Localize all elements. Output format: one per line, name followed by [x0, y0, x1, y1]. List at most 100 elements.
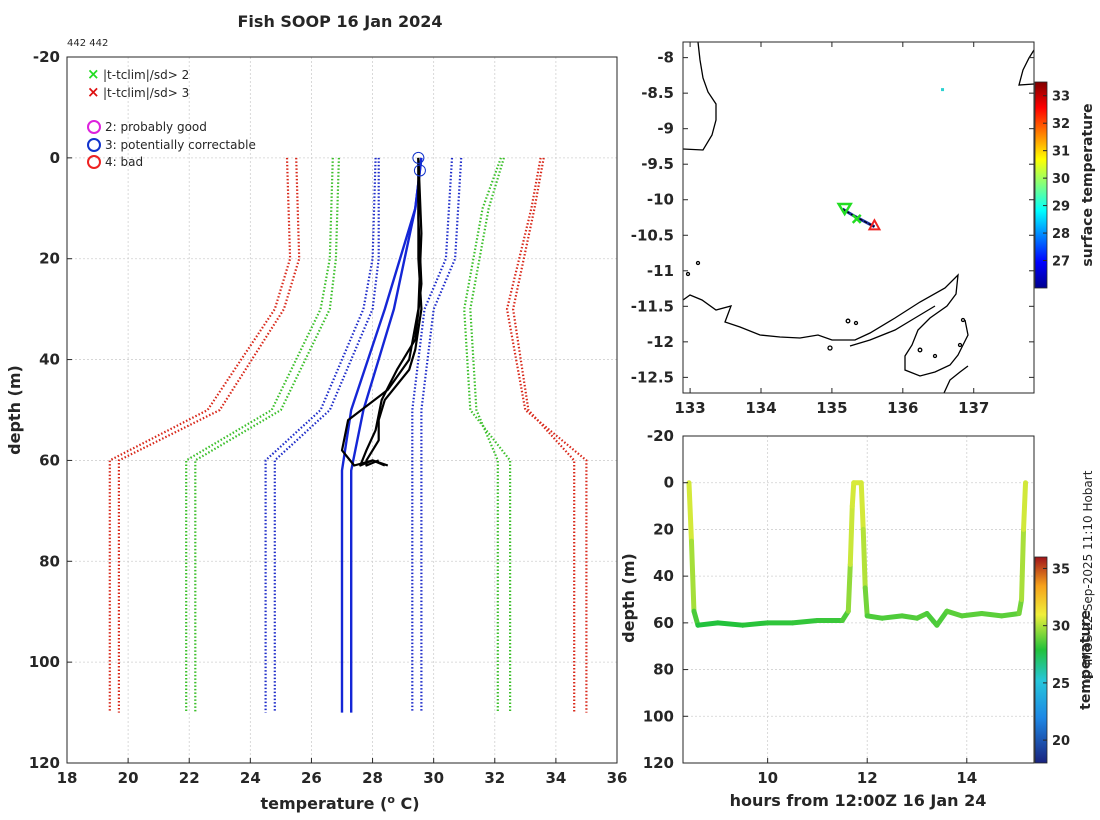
profile-ytick-label: 100 [29, 653, 60, 671]
map-cb-tick-label: 33 [1052, 90, 1070, 105]
dt-trace-segment [688, 538, 697, 614]
coast-south [683, 273, 969, 377]
track-outlier-cross [851, 214, 862, 224]
profile-xlabel: temperature (o C) [260, 793, 419, 813]
map-ytick-label: -12 [647, 333, 674, 351]
legend-label-sd3: |t-tclim|/sd> 3 [103, 86, 189, 100]
profile-xlabel-unit: C) [395, 794, 420, 813]
island-7 [957, 342, 963, 348]
map-ytick-label: -10.5 [631, 226, 674, 244]
clim-line [420, 157, 463, 713]
island-2 [685, 271, 691, 277]
dt-trace-segment [790, 618, 820, 626]
dt-trace-segment [849, 480, 857, 509]
map-colorbar-label: surface temperature [1080, 103, 1096, 266]
profile-xtick-label: 26 [301, 769, 322, 787]
dt-trace-segment [979, 611, 1005, 619]
dt-xtick-label: 14 [956, 769, 977, 787]
figure-title: Fish SOOP 16 Jan 2024 [238, 12, 443, 31]
measured-profile-line [340, 157, 423, 467]
legend-marker-flag4 [87, 155, 101, 169]
map-ytick-label: -12.5 [631, 368, 674, 386]
dt-cb-tick-label: 20 [1052, 734, 1070, 749]
dt-trace-segment [860, 526, 868, 591]
flagged-profile-line [350, 157, 423, 713]
map-ytick-label: -9 [657, 120, 674, 138]
dt-trace-segment [999, 611, 1022, 619]
map-ytick-label: -11 [647, 262, 674, 280]
clim-line [264, 157, 377, 713]
map-cb-tick-label: 29 [1052, 200, 1070, 215]
dt-trace-segment [686, 480, 694, 544]
coast-southeast [943, 365, 969, 393]
legend-marker-flag2 [87, 120, 101, 134]
dt-trace-segment [862, 585, 870, 619]
island-1 [695, 260, 701, 266]
map-coastline [683, 42, 1034, 393]
island-6 [960, 317, 966, 323]
profile-axes-box [66, 56, 618, 764]
ship-track-overlay [842, 208, 875, 228]
dt-trace-segment [845, 561, 853, 614]
clim-line [505, 157, 588, 713]
profile-xlabel-main: temperature ( [260, 794, 387, 813]
island-4 [853, 320, 859, 326]
plot-id-label: 442 442 [67, 38, 108, 49]
clim-line [511, 157, 576, 713]
island-3 [845, 318, 851, 324]
profile-xtick-label: 32 [484, 769, 505, 787]
map-ytick-label: -8 [657, 49, 674, 67]
clim-line [273, 157, 380, 713]
profile-xtick-label: 34 [545, 769, 566, 787]
coast-top-left [683, 42, 717, 151]
dt-trace-segment [864, 613, 885, 621]
depth-time-colorbar [1034, 556, 1048, 764]
depth-time-axes-box [682, 435, 1035, 764]
legend-label-flag4: 4: bad [105, 155, 143, 169]
map-ytick-label: -10 [647, 191, 674, 209]
map-ticks: 133 134 135 136 137 -8 -8.5 -9 -9.5 -10 -10.5 -11 -1… [631, 42, 1034, 417]
map-cb-tick-label: 32 [1052, 117, 1070, 132]
qc-flag-circle [412, 151, 425, 164]
dt-xtick-label: 12 [857, 769, 878, 787]
map-cb-tick-label: 27 [1052, 255, 1070, 270]
coast-inlet [849, 305, 936, 347]
map-xtick-label: 136 [887, 399, 918, 417]
dt-trace-segment [934, 608, 950, 628]
profile-ytick-label: -20 [33, 48, 60, 66]
depth-time-trace [686, 480, 1029, 628]
legend-label-flag3: 3: potentially correctable [105, 138, 256, 152]
clim-line [469, 157, 505, 713]
island-9 [932, 353, 938, 359]
dt-cb-tick-label: 35 [1052, 562, 1070, 577]
map-track [836, 88, 945, 231]
map-xtick-label: 134 [745, 399, 776, 417]
depth-time-grid [683, 436, 1034, 763]
measured-profile-line [365, 157, 423, 467]
dt-trace-segment [944, 608, 965, 619]
profile-measured-lines [340, 157, 423, 467]
coast-top-right [1018, 49, 1034, 86]
dt-trace-segment [899, 613, 920, 621]
map-cb-tick-label: 28 [1052, 227, 1070, 242]
profile-ylabel: depth (m) [5, 365, 24, 455]
dt-trace-segment [858, 480, 866, 532]
dt-ytick-label: 60 [653, 614, 674, 632]
map-isolated-point [941, 88, 945, 92]
profile-xtick-label: 28 [362, 769, 383, 787]
map-colorbar-ticks: 27 28 29 30 31 32 33 [1043, 90, 1070, 270]
dt-trace-segment [959, 611, 985, 619]
depth-time-xlabel: hours from 12:00Z 16 Jan 24 [730, 791, 987, 810]
dt-trace-segment [695, 620, 721, 628]
profile-ytick-label: 20 [39, 250, 60, 268]
map-ytick-label: -8.5 [641, 84, 674, 102]
map-cb-tick-label: 30 [1052, 172, 1070, 187]
profile-ytick-label: 60 [39, 451, 60, 469]
profile-xtick-label: 22 [179, 769, 200, 787]
profile-ytick-label: 40 [39, 351, 60, 369]
profile-qc-circles [412, 151, 426, 177]
map-xtick-label: 135 [816, 399, 847, 417]
dt-ytick-label: -20 [647, 427, 674, 445]
qc-flag-circle [413, 164, 426, 177]
profile-xtick-label: 24 [240, 769, 261, 787]
